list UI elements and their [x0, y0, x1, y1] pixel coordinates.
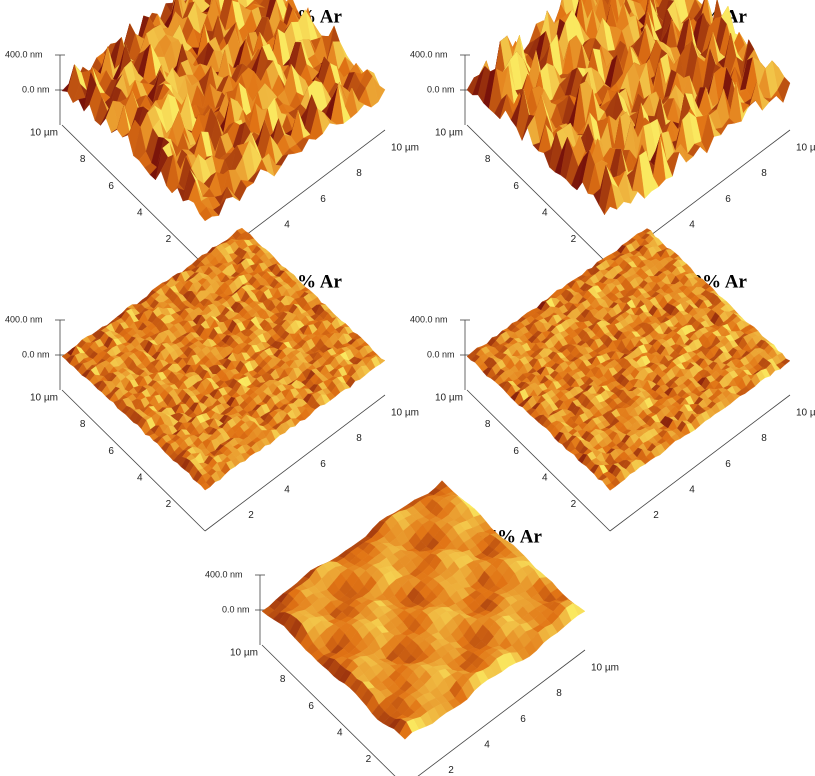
left-axis-label: 4 — [542, 207, 548, 218]
left-axis-label: 2 — [366, 754, 372, 765]
left-axis-label: 4 — [137, 472, 143, 483]
right-axis — [609, 394, 791, 532]
left-axis-label: 4 — [137, 207, 143, 218]
z-label: 0.0 nm — [22, 349, 50, 359]
left-axis-label: 10 µm — [435, 393, 463, 404]
left-axis — [466, 389, 611, 532]
z-label: 0.0 nm — [222, 604, 250, 614]
right-axis-label: 2 — [248, 510, 254, 521]
left-axis — [61, 124, 206, 267]
surface-facet — [584, 0, 598, 5]
right-axis-label: 8 — [356, 168, 362, 179]
left-axis-label: 4 — [542, 472, 548, 483]
left-axis-label: 8 — [485, 419, 491, 430]
right-axis-label: 10 µm — [591, 663, 619, 674]
left-axis-label: 4 — [337, 727, 343, 738]
left-axis-label: 8 — [80, 419, 86, 430]
right-axis-label: 10 µm — [796, 143, 815, 154]
left-axis-label: 2 — [571, 499, 577, 510]
right-axis-label: 8 — [761, 433, 767, 444]
surface — [61, 0, 386, 222]
surface-facet — [282, 0, 289, 6]
right-axis-label: 6 — [725, 459, 731, 470]
left-axis-label: 6 — [308, 701, 314, 712]
z-label: 0.0 nm — [427, 84, 455, 94]
right-axis-label: 4 — [484, 739, 490, 750]
surface-facet — [399, 721, 413, 740]
right-axis-label: 4 — [689, 484, 695, 495]
z-label: 400.0 nm — [5, 314, 43, 324]
surface-facet — [200, 482, 211, 491]
left-axis-label: 8 — [80, 154, 86, 165]
left-axis-label: 2 — [166, 234, 172, 245]
right-axis-label: 8 — [761, 168, 767, 179]
right-axis — [204, 394, 386, 532]
left-axis-label: 10 µm — [30, 393, 58, 404]
left-axis-label: 10 µm — [230, 648, 258, 659]
z-label: 0.0 nm — [22, 84, 50, 94]
right-axis-label: 6 — [320, 459, 326, 470]
left-axis-label: 8 — [485, 154, 491, 165]
surface — [61, 227, 386, 491]
left-axis-label: 2 — [571, 234, 577, 245]
right-axis-label: 6 — [725, 194, 731, 205]
right-axis — [417, 649, 586, 776]
surface — [466, 228, 791, 491]
left-axis-label: 10 µm — [30, 128, 58, 139]
z-label: 400.0 nm — [205, 569, 243, 579]
z-label: 400.0 nm — [410, 49, 448, 59]
left-axis-label: 8 — [280, 674, 286, 685]
left-axis-label: 2 — [166, 499, 172, 510]
right-axis-label: 2 — [653, 510, 659, 521]
right-axis-label: 4 — [284, 484, 290, 495]
right-axis-label: 8 — [356, 433, 362, 444]
right-axis-label: 8 — [556, 688, 562, 699]
right-axis-label: 10 µm — [391, 408, 419, 419]
surface — [466, 0, 791, 216]
z-label: 400.0 nm — [410, 314, 448, 324]
z-label: 0.0 nm — [427, 349, 455, 359]
left-axis — [261, 644, 396, 776]
left-axis — [61, 389, 206, 532]
right-axis-label: 10 µm — [391, 143, 419, 154]
right-axis-label: 6 — [520, 714, 526, 725]
left-axis — [466, 124, 611, 267]
surface-facet — [637, 0, 644, 4]
left-axis-label: 6 — [513, 446, 519, 457]
left-axis-label: 6 — [108, 181, 114, 192]
right-axis-label: 6 — [320, 194, 326, 205]
surface-facet — [604, 183, 618, 215]
right-axis-label: 4 — [284, 219, 290, 230]
z-label: 400.0 nm — [5, 49, 43, 59]
right-axis-label: 2 — [448, 765, 454, 776]
left-axis-label: 6 — [513, 181, 519, 192]
surface-facet — [199, 206, 213, 222]
right-axis-label: 10 µm — [796, 408, 815, 419]
surface-facet — [605, 482, 616, 491]
surface — [261, 480, 586, 740]
left-axis-label: 10 µm — [435, 128, 463, 139]
left-axis-label: 6 — [108, 446, 114, 457]
right-axis-label: 4 — [689, 219, 695, 230]
